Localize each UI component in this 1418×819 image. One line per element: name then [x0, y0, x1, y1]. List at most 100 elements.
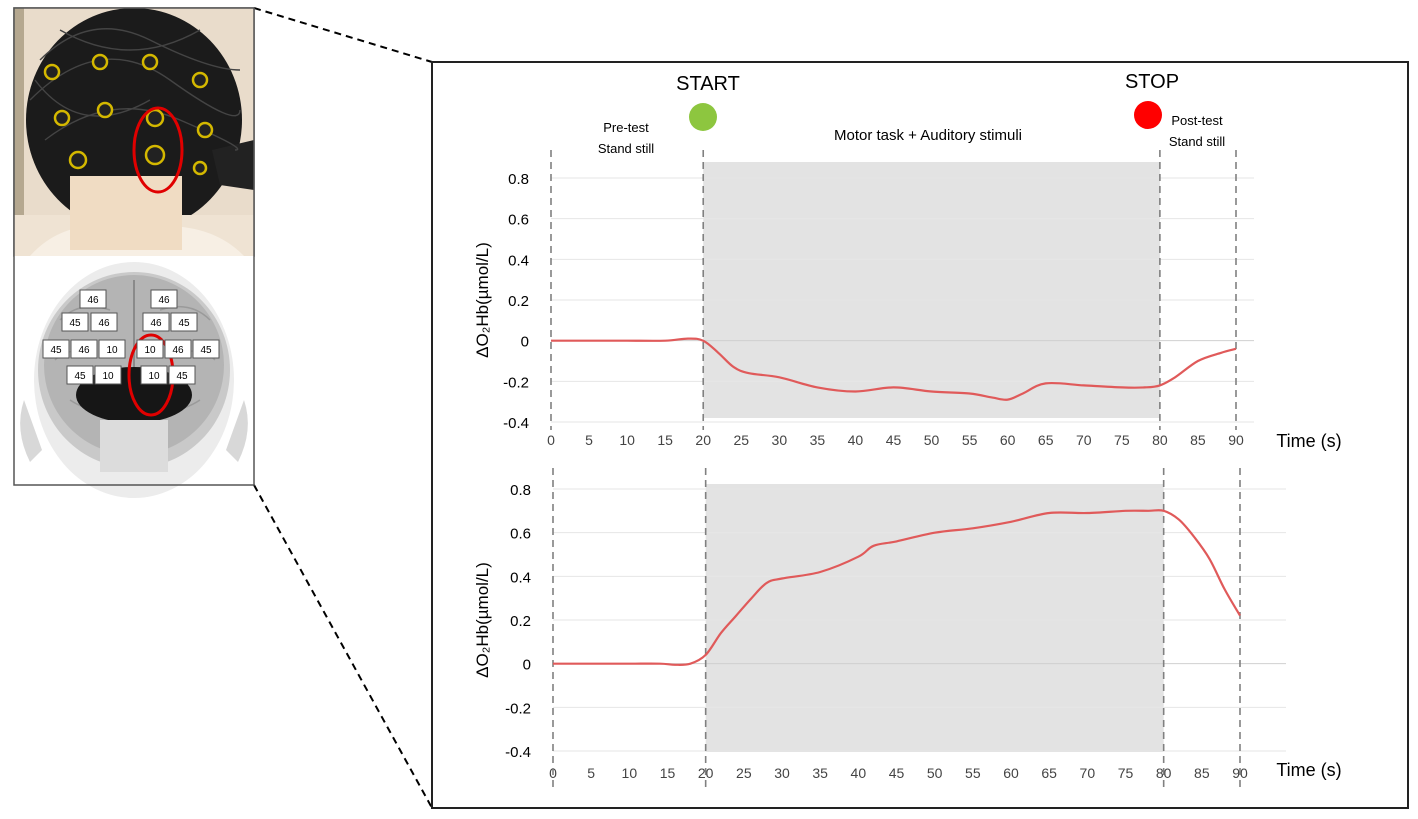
x-tick-label: 40: [851, 765, 867, 781]
brodmann-box: [98, 339, 126, 359]
brodmann-box: [70, 339, 98, 359]
chart-bottom: 0.80.60.40.20-0.2-0.40510152025303540455…: [473, 468, 1342, 790]
series-line: [553, 509, 1241, 666]
brodmann-area-label: 10: [106, 345, 118, 356]
x-tick-label: 60: [1000, 432, 1016, 448]
brodmann-area-label: 46: [78, 345, 90, 356]
y-tick-label: -0.4: [503, 415, 529, 432]
x-tick-label: 80: [1152, 432, 1168, 448]
zoom-line-top: [253, 7, 433, 63]
y-tick-label: 0.6: [508, 212, 529, 229]
y-tick-label: 0.8: [510, 482, 531, 499]
x-tick-label: 0: [547, 432, 555, 448]
head-photo-icon: [13, 7, 255, 257]
start-label: START: [676, 73, 740, 95]
x-tick-label: 10: [622, 765, 638, 781]
y-tick-label: 0.4: [508, 252, 529, 269]
series-line: [550, 337, 1237, 401]
post-test-label-2: Stand still: [1169, 134, 1225, 149]
x-tick-label: 15: [660, 765, 676, 781]
zoom-line-bottom: [253, 484, 433, 809]
photo-highlight-circle: [132, 106, 184, 194]
pre-test-label-1: Pre-test: [603, 120, 649, 135]
x-tick-label: 25: [733, 432, 749, 448]
brodmann-area-label: 45: [50, 345, 62, 356]
brodmann-area-label: 46: [150, 318, 162, 329]
y-tick-label: -0.2: [503, 374, 529, 391]
brodmann-area-label: 46: [172, 345, 184, 356]
brodmann-area-label: 45: [176, 371, 188, 382]
brodmann-box: [90, 312, 118, 332]
x-tick-label: 20: [695, 432, 711, 448]
y-tick-label: 0.2: [510, 613, 531, 630]
left-panel-frame: [13, 7, 255, 486]
x-tick-label: 35: [812, 765, 828, 781]
y-tick-label: -0.2: [505, 700, 531, 717]
pre-test-label-2: Stand still: [598, 141, 654, 156]
x-tick-label: 65: [1041, 765, 1057, 781]
y-tick-label: 0: [523, 657, 531, 674]
task-shaded-region: [705, 484, 1164, 752]
x-axis-label: Time (s): [1276, 431, 1341, 451]
x-tick-label: 5: [587, 765, 595, 781]
y-tick-label: 0: [521, 334, 529, 351]
chart-top: 0.8 0.6 0.4 0.2 0 -0.2 -0.4 0 5 10 15 20 25 30 35 40 45 5…: [473, 150, 1342, 451]
x-tick-label: 60: [1003, 765, 1019, 781]
brodmann-box: [168, 365, 196, 385]
x-tick-label: 10: [619, 432, 635, 448]
y-axis-label: ΔO₂Hb(µmol/L): [473, 562, 492, 678]
brodmann-box: [164, 339, 192, 359]
brodmann-box: [94, 365, 122, 385]
task-label: Motor task + Auditory stimuli: [834, 127, 1022, 144]
brodmann-box: [136, 339, 164, 359]
x-tick-label: 70: [1076, 432, 1092, 448]
x-tick-label: 50: [927, 765, 943, 781]
stop-dot-icon: [1134, 101, 1162, 129]
y-tick-label: -0.4: [505, 744, 531, 761]
brodmann-box: [140, 365, 168, 385]
brodmann-area-label: 45: [74, 371, 86, 382]
x-tick-label: 65: [1038, 432, 1054, 448]
brodmann-box: [170, 312, 198, 332]
x-tick-label: 50: [924, 432, 940, 448]
x-tick-label: 40: [848, 432, 864, 448]
brodmann-area-label: 46: [98, 318, 110, 329]
brodmann-area-label: 10: [102, 371, 114, 382]
brodmann-box: [66, 365, 94, 385]
brodmann-box: [192, 339, 220, 359]
brodmann-labels: 46 45 46 45 46 10 45 10 46 46 45 10 46 45 10 45: [42, 289, 220, 385]
x-tick-label: 15: [657, 432, 673, 448]
brodmann-area-label: 45: [178, 318, 190, 329]
brodmann-area-label: 46: [87, 295, 99, 306]
x-tick-label: 85: [1190, 432, 1206, 448]
brodmann-box: [142, 312, 170, 332]
x-tick-label: 45: [889, 765, 905, 781]
brodmann-area-label: 45: [200, 345, 212, 356]
task-shaded-region: [703, 162, 1160, 418]
y-tick-label: 0.4: [510, 569, 531, 586]
x-tick-label: 5: [585, 432, 593, 448]
x-tick-label: 45: [886, 432, 902, 448]
y-tick-label: 0.6: [510, 526, 531, 543]
brodmann-area-label: 45: [69, 318, 81, 329]
brodmann-box: [150, 289, 178, 309]
brodmann-area-label: 10: [144, 345, 156, 356]
x-tick-label: 70: [1080, 765, 1096, 781]
brodmann-area-label: 10: [148, 371, 160, 382]
x-tick-label: 30: [772, 432, 788, 448]
x-tick-label: 35: [810, 432, 826, 448]
x-tick-label: 55: [965, 765, 981, 781]
x-tick-label: 75: [1114, 432, 1130, 448]
x-tick-label: 85: [1194, 765, 1210, 781]
brodmann-box: [79, 289, 107, 309]
brodmann-box: [61, 312, 89, 332]
brain-icon: [14, 256, 254, 498]
stop-label: STOP: [1125, 71, 1179, 93]
post-test-label-1: Post-test: [1171, 113, 1223, 128]
x-tick-label: 30: [774, 765, 790, 781]
x-tick-label: 90: [1228, 432, 1244, 448]
x-axis-label: Time (s): [1276, 760, 1341, 780]
y-tick-label: 0.2: [508, 293, 529, 310]
y-tick-label: 0.8: [508, 171, 529, 188]
